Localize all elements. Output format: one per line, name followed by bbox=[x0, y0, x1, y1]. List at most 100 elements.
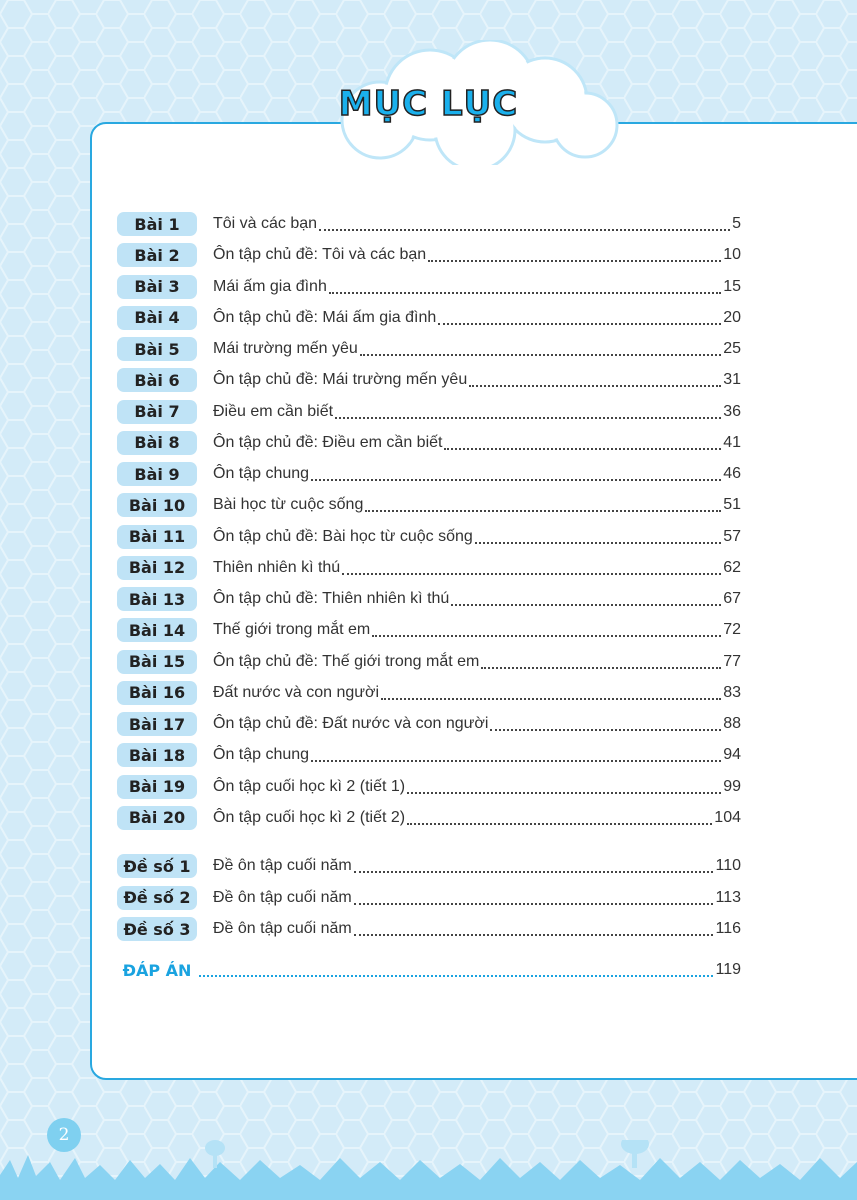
lesson-badge: Bài 13 bbox=[117, 587, 197, 612]
toc-entry: Đề số 2 Đề ôn tập cuối năm 113 bbox=[117, 885, 741, 910]
dot-leader bbox=[474, 541, 722, 544]
toc-entry: Đề số 3 Đề ôn tập cuối năm 116 bbox=[117, 917, 741, 941]
lesson-badge: ĐÁP ÁN bbox=[122, 960, 192, 980]
entry-title: Đề ôn tập cuối năm bbox=[213, 857, 352, 874]
dot-leader bbox=[372, 635, 722, 638]
entry-title: Tôi và các bạn bbox=[213, 215, 318, 232]
entry-title: Đất nước và con người bbox=[213, 683, 380, 701]
dot-leader bbox=[481, 666, 722, 669]
toc-entry: Bài 17 Ôn tập chủ đề: Đất nước và con ngư… bbox=[117, 712, 741, 737]
entry-title: Đề ôn tập cuối năm bbox=[213, 920, 352, 937]
toc-entry: Bài 18 Ôn tập chung 94 bbox=[117, 743, 741, 768]
toc-entry: Bài 16 Đất nước và con người 83 bbox=[117, 680, 741, 705]
toc-entry: Bài 12 Thiên nhiên kì thú 62 bbox=[117, 555, 741, 580]
entry-title: Ôn tập chủ đề: Đất nước và con người bbox=[213, 715, 489, 733]
entry-page: 77 bbox=[723, 652, 741, 670]
toc-entry: Bài 11 Ôn tập chủ đề: Bài học từ cuộc sốn… bbox=[117, 524, 741, 549]
lesson-badge: Bài 1 bbox=[117, 212, 197, 236]
entry-title: Ôn tập chủ đề: Thiên nhiên kì thú bbox=[213, 590, 450, 608]
lesson-badge: Bài 17 bbox=[117, 712, 197, 737]
entry-page: 10 bbox=[723, 246, 741, 264]
entry-title: Thế giới trong mắt em bbox=[213, 621, 371, 639]
dot-leader bbox=[359, 354, 722, 357]
lesson-badge: Bài 2 bbox=[117, 243, 197, 268]
entry-title: Ôn tập chủ đề: Thế giới trong mắt em bbox=[213, 652, 480, 670]
lesson-badge: Bài 3 bbox=[117, 274, 197, 299]
dot-leader bbox=[335, 416, 722, 419]
entry-title: Bài học từ cuộc sống bbox=[213, 496, 364, 514]
entry-title: Mái ấm gia đình bbox=[213, 277, 327, 295]
entry-page: 104 bbox=[714, 808, 741, 826]
entry-page: 116 bbox=[715, 920, 741, 937]
lesson-badge: Bài 7 bbox=[117, 399, 197, 424]
dot-leader bbox=[353, 902, 714, 905]
lesson-badge: Bài 19 bbox=[117, 774, 197, 799]
entry-page: 67 bbox=[723, 590, 741, 608]
entry-page: 15 bbox=[723, 277, 741, 295]
toc-entry: Bài 19 Ôn tập cuối học kì 2 (tiết 1) 99 bbox=[117, 774, 741, 799]
dot-leader bbox=[444, 447, 722, 450]
entry-page: 51 bbox=[723, 496, 741, 514]
entry-page: 99 bbox=[723, 777, 741, 795]
lesson-badge: Bài 20 bbox=[117, 805, 197, 830]
entry-page: 41 bbox=[723, 433, 741, 451]
toc-entry: Bài 2 Ôn tập chủ đề: Tôi và các bạn 10 bbox=[117, 243, 741, 268]
cloud-decoration bbox=[340, 40, 619, 165]
lesson-badge: Đề số 1 bbox=[117, 854, 197, 878]
dot-leader bbox=[469, 385, 722, 388]
lesson-badge: Đề số 2 bbox=[117, 885, 197, 910]
entry-title: Ôn tập chung bbox=[213, 465, 310, 483]
dot-leader bbox=[365, 510, 722, 513]
dot-leader bbox=[451, 604, 722, 607]
entry-title: Mái trường mến yêu bbox=[213, 340, 358, 358]
entry-page: 31 bbox=[723, 371, 741, 389]
grass-decoration bbox=[0, 1140, 857, 1200]
entry-page: 46 bbox=[723, 465, 741, 483]
entry-title: Ôn tập cuối học kì 2 (tiết 2) bbox=[213, 808, 406, 826]
dot-leader bbox=[428, 260, 722, 263]
entry-title: Ôn tập cuối học kì 2 (tiết 1) bbox=[213, 777, 406, 795]
entry-page: 88 bbox=[723, 715, 741, 733]
entry-page: 20 bbox=[723, 308, 741, 326]
page-title: MỤC LỤC bbox=[338, 83, 519, 125]
entry-page: 57 bbox=[723, 527, 741, 545]
toc-entry: Bài 4 Ôn tập chủ đề: Mái ấm gia đình 20 bbox=[117, 305, 741, 330]
toc-entry: Đề số 1 Đề ôn tập cuối năm 110 bbox=[117, 854, 741, 878]
entry-title: Đề ôn tập cuối năm bbox=[213, 888, 352, 906]
entry-page: 62 bbox=[723, 558, 741, 576]
dot-leader bbox=[311, 479, 722, 482]
entry-title: Điều em cần biết bbox=[213, 402, 334, 420]
dot-leader bbox=[438, 322, 722, 325]
entry-page: 94 bbox=[723, 746, 741, 764]
entry-page: 5 bbox=[732, 215, 741, 232]
toc-entry: Bài 9 Ôn tập chung 46 bbox=[117, 462, 741, 487]
dot-leader bbox=[311, 760, 722, 763]
contents-panel bbox=[90, 122, 857, 1080]
lesson-badge: Bài 5 bbox=[117, 337, 197, 362]
toc-entry: Bài 13 Ôn tập chủ đề: Thiên nhiên kì thú 6… bbox=[117, 587, 741, 612]
dot-leader bbox=[353, 871, 714, 873]
entry-title: Ôn tập chủ đề: Mái ấm gia đình bbox=[213, 308, 437, 326]
entry-title: Ôn tập chủ đề: Bài học từ cuộc sống bbox=[213, 527, 473, 545]
lesson-badge: Bài 12 bbox=[117, 555, 197, 580]
lesson-badge: Bài 8 bbox=[117, 430, 197, 455]
entry-page: 119 bbox=[715, 961, 741, 978]
entry-page: 36 bbox=[723, 402, 741, 420]
toc-entry: Bài 7 Điều em cần biết 36 bbox=[117, 399, 741, 424]
entry-page: 113 bbox=[715, 888, 741, 906]
entry-page: 72 bbox=[723, 621, 741, 639]
lesson-badge: Bài 10 bbox=[117, 493, 197, 518]
dot-leader bbox=[328, 291, 722, 294]
entry-title: Ôn tập chủ đề: Mái trường mến yêu bbox=[213, 371, 468, 389]
entry-title: Thiên nhiên kì thú bbox=[213, 558, 341, 576]
dot-leader bbox=[407, 822, 713, 825]
toc-entry: ĐÁP ÁN 119 bbox=[117, 958, 741, 982]
lesson-badge: Bài 4 bbox=[117, 305, 197, 330]
dot-leader bbox=[353, 934, 714, 936]
dot-leader bbox=[342, 572, 722, 575]
page-number: 2 bbox=[47, 1118, 81, 1152]
toc-entry: Bài 8 Ôn tập chủ đề: Điều em cần biết 41 bbox=[117, 430, 741, 455]
lesson-badge: Bài 16 bbox=[117, 680, 197, 705]
lesson-badge: Bài 6 bbox=[117, 368, 197, 393]
toc-entry: Bài 1 Tôi và các bạn 5 bbox=[117, 212, 741, 236]
